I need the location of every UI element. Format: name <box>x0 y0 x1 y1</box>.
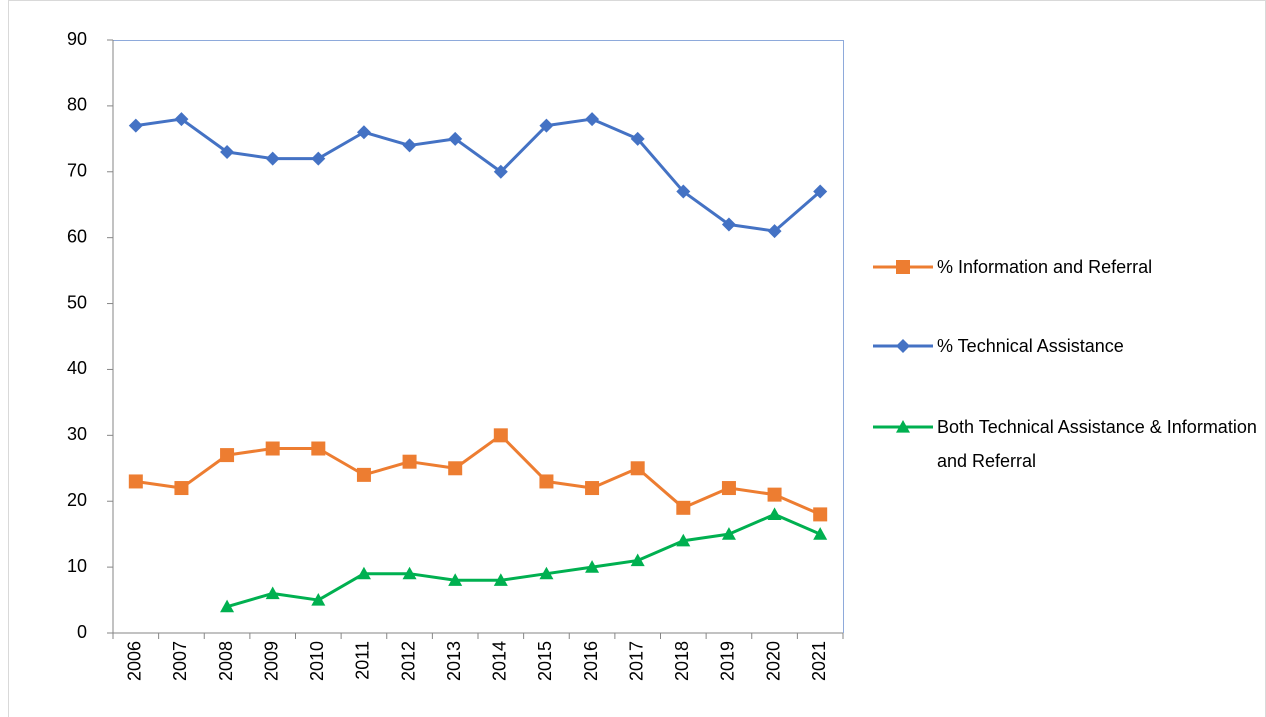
point-marker <box>220 599 235 613</box>
point-marker <box>630 553 645 567</box>
y-tick-label: 90 <box>67 29 87 49</box>
legend-label: % Technical Assistance <box>937 336 1124 356</box>
point-marker <box>767 507 782 520</box>
point-marker <box>402 138 417 153</box>
legend-label: Both Technical Assistance & Information … <box>937 417 1257 471</box>
series-line <box>226 512 821 609</box>
x-tick-label: 2020 <box>763 641 783 681</box>
point-marker <box>813 184 828 199</box>
point-marker <box>630 461 645 476</box>
x-tick-label: 2014 <box>490 641 510 681</box>
series-line <box>135 117 822 233</box>
y-tick-label: 80 <box>67 95 87 115</box>
point-marker <box>220 145 235 160</box>
point-marker <box>356 566 371 580</box>
point-marker <box>448 461 463 476</box>
point-marker <box>676 184 691 199</box>
point-marker <box>676 533 691 547</box>
x-tick-label: 2007 <box>170 641 190 681</box>
point-marker <box>585 112 600 127</box>
x-tick-label: 2021 <box>809 641 829 681</box>
point-marker <box>265 586 280 600</box>
x-tick-label: 2017 <box>626 641 646 681</box>
x-tick-label: 2010 <box>307 641 327 681</box>
point-marker <box>174 481 189 496</box>
point-marker <box>311 593 326 606</box>
point-marker <box>265 441 280 456</box>
point-marker <box>356 125 371 140</box>
series-line <box>135 433 821 516</box>
point-marker <box>448 573 463 586</box>
y-tick-label: 60 <box>67 226 87 246</box>
x-tick-label: 2015 <box>535 641 555 681</box>
x-tick-label: 2018 <box>672 641 692 681</box>
point-marker <box>493 573 508 586</box>
point-marker <box>356 467 371 482</box>
point-marker <box>813 507 828 522</box>
x-tick-label: 2013 <box>444 641 464 681</box>
point-marker <box>767 487 782 502</box>
x-tick-label: 2011 <box>353 641 373 680</box>
point-marker <box>585 560 600 573</box>
point-marker <box>767 224 782 239</box>
point-marker <box>585 481 600 496</box>
x-tick-label: 2008 <box>216 641 236 681</box>
point-marker <box>174 112 189 127</box>
plot-border <box>113 40 844 633</box>
point-marker <box>676 500 691 515</box>
legend-marker <box>896 339 910 353</box>
point-marker <box>448 131 463 146</box>
point-marker <box>493 164 508 179</box>
x-tick-label: 2009 <box>261 641 281 681</box>
point-marker <box>402 454 417 469</box>
x-tick-label: 2019 <box>718 641 738 681</box>
point-marker <box>311 441 326 456</box>
point-marker <box>539 118 554 133</box>
point-marker <box>630 131 645 146</box>
point-marker <box>128 474 143 489</box>
y-tick-label: 30 <box>67 424 87 444</box>
legend-marker <box>896 420 910 433</box>
point-marker <box>721 481 736 496</box>
point-marker <box>721 217 736 232</box>
y-tick-label: 50 <box>67 292 87 312</box>
x-tick-label: 2006 <box>125 641 145 681</box>
point-marker <box>539 566 554 580</box>
point-marker <box>493 428 508 443</box>
y-tick-label: 0 <box>77 622 87 642</box>
y-tick-label: 10 <box>67 556 87 576</box>
x-tick-label: 2016 <box>581 641 601 681</box>
y-tick-label: 70 <box>67 161 87 181</box>
x-tick-label: 2012 <box>398 641 418 681</box>
legend-label: % Information and Referral <box>937 257 1153 277</box>
point-marker <box>813 527 828 540</box>
y-tick-label: 20 <box>67 490 87 510</box>
point-marker <box>265 151 280 166</box>
point-marker <box>402 566 417 580</box>
point-marker <box>721 527 736 540</box>
point-marker <box>128 118 143 133</box>
point-marker <box>220 448 235 463</box>
legend-marker <box>896 260 910 274</box>
point-marker <box>311 151 326 166</box>
point-marker <box>539 474 554 489</box>
y-tick-label: 40 <box>67 358 87 378</box>
